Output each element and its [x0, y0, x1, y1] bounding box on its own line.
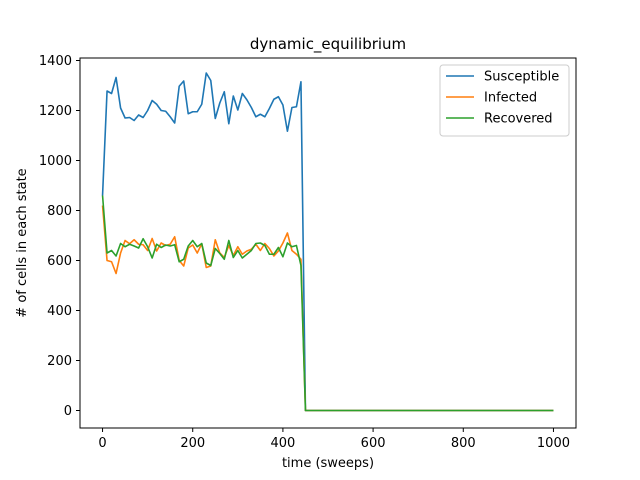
legend-label-infected: Infected — [484, 91, 537, 106]
series-line-infected — [101, 205, 554, 412]
x-axis: 0 200 400 600 800 1000 — [98, 428, 570, 451]
x-tick-label: 1000 — [537, 436, 570, 451]
series-line-recovered — [101, 195, 554, 412]
chart-title: dynamic_equilibrium — [250, 35, 406, 54]
y-tick-label: 800 — [47, 204, 72, 219]
y-tick-label: 600 — [47, 254, 72, 269]
x-tick-label: 400 — [270, 436, 295, 451]
y-tick-label: 200 — [47, 354, 72, 369]
y-tick-label: 0 — [64, 404, 72, 419]
x-tick-label: 200 — [180, 436, 205, 451]
series-line-susceptible — [101, 72, 554, 412]
x-tick-label: 800 — [451, 436, 476, 451]
x-tick-label: 0 — [98, 436, 106, 451]
y-tick-label: 1200 — [39, 104, 72, 119]
legend: Susceptible Infected Recovered — [439, 64, 570, 137]
y-tick-label: 400 — [47, 304, 72, 319]
x-axis-label: time (sweeps) — [282, 456, 374, 471]
legend-label-recovered: Recovered — [484, 112, 553, 127]
x-tick-label: 600 — [361, 436, 386, 451]
plot-series — [101, 72, 554, 412]
plot-frame — [79, 57, 577, 429]
y-tick-label: 1000 — [39, 154, 72, 169]
y-axis-label: # of cells in each state — [15, 168, 30, 317]
y-axis: 0 200 400 600 800 1000 1200 1400 — [39, 54, 80, 419]
y-tick-label: 1400 — [39, 54, 72, 69]
legend-label-susceptible: Susceptible — [484, 70, 559, 85]
